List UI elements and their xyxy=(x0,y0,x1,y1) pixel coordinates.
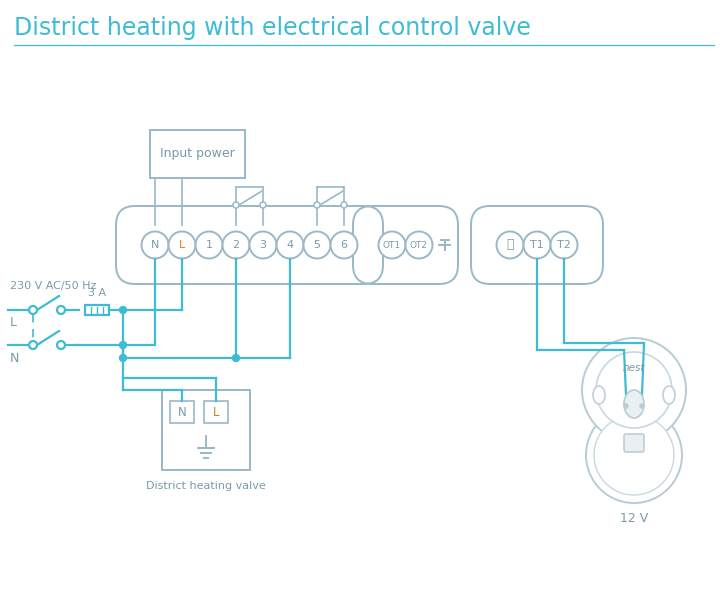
Text: N: N xyxy=(178,406,186,419)
Text: 2: 2 xyxy=(232,240,240,250)
Text: 230 V AC/50 Hz: 230 V AC/50 Hz xyxy=(10,281,96,291)
Text: District heating valve: District heating valve xyxy=(146,481,266,491)
Text: T2: T2 xyxy=(557,240,571,250)
Text: OT2: OT2 xyxy=(410,241,428,249)
Circle shape xyxy=(640,404,644,408)
Circle shape xyxy=(57,341,65,349)
Circle shape xyxy=(405,232,432,258)
Circle shape xyxy=(57,306,65,314)
Text: 3 A: 3 A xyxy=(88,288,106,298)
Text: nest: nest xyxy=(622,363,645,373)
Circle shape xyxy=(29,341,37,349)
Circle shape xyxy=(141,232,168,258)
Circle shape xyxy=(196,232,223,258)
Text: 4: 4 xyxy=(286,240,293,250)
Circle shape xyxy=(223,232,250,258)
Circle shape xyxy=(379,232,405,258)
Circle shape xyxy=(250,232,277,258)
Circle shape xyxy=(232,355,240,362)
Circle shape xyxy=(550,232,577,258)
Circle shape xyxy=(277,232,304,258)
FancyBboxPatch shape xyxy=(170,401,194,423)
Circle shape xyxy=(119,342,127,349)
Circle shape xyxy=(586,407,682,503)
Text: L: L xyxy=(179,240,185,250)
Circle shape xyxy=(304,232,331,258)
Circle shape xyxy=(260,202,266,208)
Circle shape xyxy=(29,306,37,314)
Circle shape xyxy=(341,202,347,208)
Text: L: L xyxy=(213,406,219,419)
Ellipse shape xyxy=(663,386,675,404)
Circle shape xyxy=(594,415,674,495)
Text: 5: 5 xyxy=(314,240,320,250)
Circle shape xyxy=(624,404,628,408)
Text: N: N xyxy=(10,352,20,365)
Text: 6: 6 xyxy=(341,240,347,250)
Text: L: L xyxy=(10,317,17,330)
Text: ⏚: ⏚ xyxy=(506,239,514,251)
Ellipse shape xyxy=(593,386,605,404)
Text: District heating with electrical control valve: District heating with electrical control… xyxy=(14,16,531,40)
FancyBboxPatch shape xyxy=(204,401,228,423)
Circle shape xyxy=(331,232,357,258)
Circle shape xyxy=(119,355,127,362)
Text: N: N xyxy=(151,240,159,250)
Text: T1: T1 xyxy=(530,240,544,250)
Ellipse shape xyxy=(624,390,644,418)
Text: 12 V: 12 V xyxy=(620,513,648,526)
Circle shape xyxy=(496,232,523,258)
Circle shape xyxy=(168,232,196,258)
Circle shape xyxy=(582,338,686,442)
Text: 3: 3 xyxy=(259,240,266,250)
Text: 1: 1 xyxy=(205,240,213,250)
Circle shape xyxy=(314,202,320,208)
Circle shape xyxy=(596,352,672,428)
FancyBboxPatch shape xyxy=(624,434,644,452)
Text: nest: nest xyxy=(624,438,644,447)
Circle shape xyxy=(233,202,239,208)
Text: Input power: Input power xyxy=(160,147,235,160)
Circle shape xyxy=(119,307,127,314)
Circle shape xyxy=(523,232,550,258)
Text: OT1: OT1 xyxy=(383,241,401,249)
